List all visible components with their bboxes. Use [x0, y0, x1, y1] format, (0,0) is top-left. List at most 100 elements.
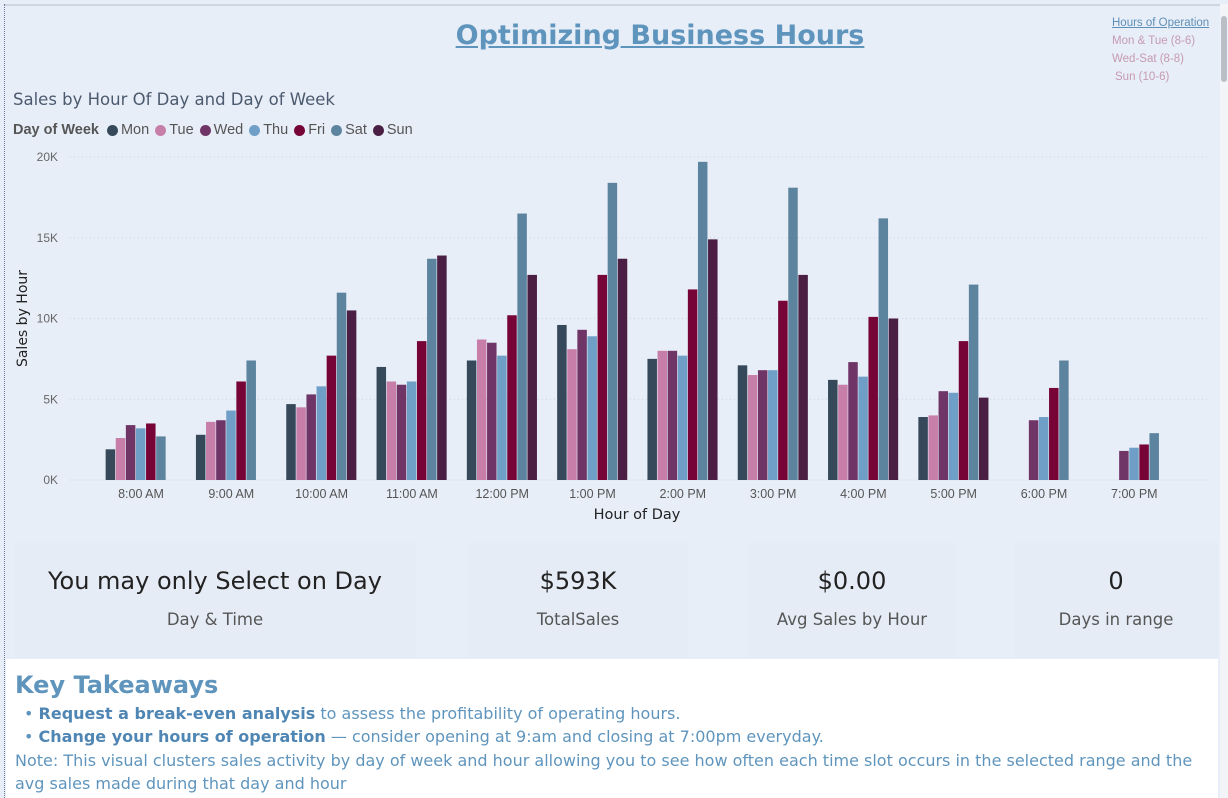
bar-mon-9[interactable] — [918, 417, 928, 480]
report-title[interactable]: Optimizing Business Hours — [455, 20, 865, 51]
legend-item-sat[interactable]: Sat — [331, 122, 367, 138]
bar-fri-4[interactable] — [507, 315, 517, 480]
bar-sat-9[interactable] — [968, 284, 979, 480]
card-avg-sales[interactable]: $0.00 Avg Sales by Hour — [748, 543, 956, 658]
bar-sun-8[interactable] — [888, 318, 899, 481]
bar-fri-2[interactable] — [326, 355, 337, 480]
bar-tue-7[interactable] — [747, 375, 758, 480]
bar-tue-1[interactable] — [206, 421, 216, 480]
bar-tue-0[interactable] — [115, 438, 126, 480]
bar-wed-0[interactable] — [125, 425, 136, 480]
bar-sun-4[interactable] — [527, 274, 537, 480]
bar-wed-8[interactable] — [848, 362, 858, 480]
bar-sat-4[interactable] — [517, 213, 527, 480]
bar-thu-0[interactable] — [135, 428, 146, 480]
bar-wed-9[interactable] — [938, 391, 949, 480]
bar-sun-9[interactable] — [978, 397, 989, 480]
legend-label-mon: Mon — [120, 122, 150, 138]
chart-legend: Day of Week Mon Tue Wed Thu Fri Sat Sun — [13, 122, 419, 138]
legend-label-sat: Sat — [345, 122, 367, 138]
legend-item-wed[interactable]: Wed — [199, 122, 243, 138]
bar-mon-4[interactable] — [466, 360, 477, 480]
bar-wed-11[interactable] — [1119, 450, 1129, 480]
bar-wed-6[interactable] — [667, 350, 678, 480]
bar-sun-7[interactable] — [798, 274, 808, 480]
bar-sun-5[interactable] — [617, 258, 628, 480]
bar-thu-9[interactable] — [948, 392, 959, 480]
bar-mon-8[interactable] — [828, 379, 838, 480]
bar-mon-2[interactable] — [286, 404, 296, 480]
bar-mon-6[interactable] — [647, 358, 657, 480]
legend-item-tue[interactable]: Tue — [155, 122, 194, 138]
bar-wed-7[interactable] — [757, 370, 768, 480]
legend-dot-wed — [199, 124, 211, 136]
bar-fri-6[interactable] — [687, 289, 698, 480]
bar-sat-3[interactable] — [427, 258, 437, 480]
bar-fri-8[interactable] — [868, 316, 878, 480]
bar-sat-7[interactable] — [788, 187, 798, 480]
bar-fri-10[interactable] — [1049, 387, 1059, 480]
bar-sat-1[interactable] — [246, 360, 256, 480]
bar-sat-2[interactable] — [336, 292, 347, 480]
bar-fri-11[interactable] — [1139, 444, 1149, 480]
bar-wed-1[interactable] — [216, 420, 226, 480]
bar-sat-6[interactable] — [697, 161, 708, 480]
bar-tue-5[interactable] — [567, 349, 577, 480]
legend-item-thu[interactable]: Thu — [249, 122, 288, 138]
bar-thu-1[interactable] — [226, 410, 236, 480]
bar-sun-6[interactable] — [708, 239, 718, 480]
card-total-sales[interactable]: $593K TotalSales — [468, 543, 688, 658]
bar-tue-2[interactable] — [296, 407, 306, 480]
bar-wed-4[interactable] — [487, 342, 497, 480]
bar-tue-8[interactable] — [838, 384, 848, 480]
bar-tue-3[interactable] — [386, 381, 397, 480]
bar-sun-2[interactable] — [346, 310, 357, 480]
bar-tue-6[interactable] — [657, 350, 668, 480]
bar-fri-3[interactable] — [416, 341, 427, 480]
bar-sat-10[interactable] — [1059, 360, 1069, 480]
legend-item-fri[interactable]: Fri — [294, 122, 325, 138]
bar-tue-4[interactable] — [476, 339, 487, 480]
bar-thu-8[interactable] — [858, 376, 868, 480]
bar-tue-9[interactable] — [928, 415, 938, 480]
legend-item-mon[interactable]: Mon — [106, 122, 150, 138]
bar-fri-0[interactable] — [146, 423, 156, 480]
bar-thu-3[interactable] — [406, 381, 417, 480]
bar-sat-0[interactable] — [156, 436, 166, 480]
card-selection-hint-value: You may only Select on Day — [48, 567, 382, 595]
bar-thu-2[interactable] — [316, 386, 327, 480]
scrollbar-thumb[interactable] — [1221, 16, 1227, 82]
hours-of-operation-title[interactable]: Hours of Operation — [1112, 17, 1210, 29]
bar-thu-10[interactable] — [1038, 417, 1049, 480]
bar-sat-8[interactable] — [878, 218, 889, 480]
bar-fri-1[interactable] — [236, 381, 246, 480]
bar-wed-10[interactable] — [1028, 420, 1039, 480]
bar-mon-5[interactable] — [557, 324, 567, 480]
bar-thu-5[interactable] — [587, 336, 597, 480]
card-selection-hint[interactable]: You may only Select on Day Day & Time — [14, 543, 416, 658]
card-days-in-range[interactable]: 0 Days in range — [1014, 543, 1218, 658]
bar-sat-11[interactable] — [1149, 433, 1159, 480]
legend-item-sun[interactable]: Sun — [372, 122, 413, 138]
y-axis-title: Sales by Hour — [15, 270, 31, 367]
vertical-scrollbar[interactable] — [1220, 4, 1228, 798]
bar-thu-6[interactable] — [677, 355, 688, 480]
bar-wed-3[interactable] — [396, 384, 407, 480]
bar-thu-11[interactable] — [1129, 447, 1139, 480]
bar-wed-2[interactable] — [306, 394, 316, 480]
canvas-left-border — [4, 4, 5, 798]
bar-mon-3[interactable] — [376, 366, 387, 480]
bar-mon-7[interactable] — [737, 365, 748, 480]
bar-wed-5[interactable] — [577, 329, 587, 480]
bar-fri-7[interactable] — [778, 300, 788, 480]
bar-thu-4[interactable] — [497, 355, 507, 480]
sales-bar-chart[interactable]: 0K 5K 10K 15K 20K 8:00 AM 9:00 AM 10:00 AM 11:00… — [0, 140, 1228, 540]
bar-sun-3[interactable] — [437, 255, 447, 480]
bar-fri-9[interactable] — [958, 341, 969, 480]
bar-mon-0[interactable] — [105, 449, 116, 480]
legend-dot-thu — [249, 124, 261, 136]
bar-fri-5[interactable] — [597, 274, 608, 480]
bar-mon-1[interactable] — [195, 434, 206, 480]
bar-thu-7[interactable] — [768, 370, 778, 480]
bar-sat-5[interactable] — [607, 182, 618, 480]
